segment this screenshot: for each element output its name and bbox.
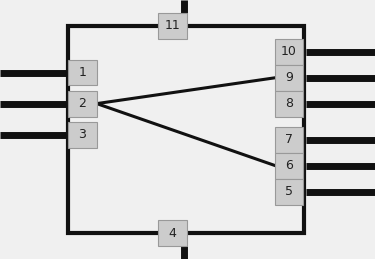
Text: 8: 8 (285, 97, 293, 110)
Text: 2: 2 (79, 97, 86, 110)
FancyBboxPatch shape (274, 179, 303, 205)
Text: 6: 6 (285, 159, 292, 172)
FancyBboxPatch shape (68, 91, 97, 117)
Text: 10: 10 (281, 45, 297, 58)
Text: 4: 4 (169, 227, 176, 240)
FancyBboxPatch shape (274, 65, 303, 91)
FancyBboxPatch shape (274, 153, 303, 179)
FancyBboxPatch shape (68, 60, 97, 85)
FancyBboxPatch shape (68, 122, 97, 148)
Text: 3: 3 (79, 128, 86, 141)
Text: 9: 9 (285, 71, 292, 84)
FancyBboxPatch shape (274, 91, 303, 117)
Text: 5: 5 (285, 185, 293, 198)
Text: 11: 11 (165, 19, 180, 32)
FancyBboxPatch shape (274, 39, 303, 65)
FancyBboxPatch shape (159, 220, 187, 246)
FancyBboxPatch shape (159, 13, 187, 39)
FancyBboxPatch shape (68, 26, 304, 233)
Text: 7: 7 (285, 133, 293, 146)
FancyBboxPatch shape (274, 127, 303, 153)
Text: 1: 1 (79, 66, 86, 79)
